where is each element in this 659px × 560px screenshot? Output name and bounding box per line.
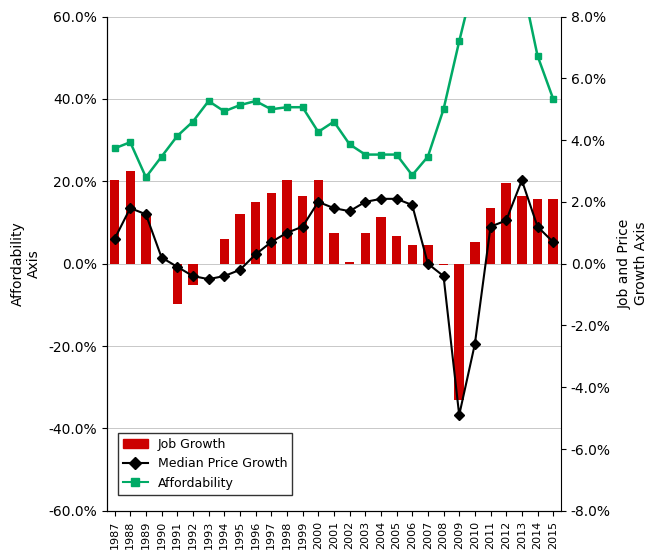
Bar (533, 199, 542, 264)
Bar (423, 245, 432, 264)
Bar (517, 196, 527, 264)
Bar (345, 262, 355, 264)
Bar (501, 183, 511, 264)
Bar (125, 171, 135, 264)
Y-axis label: Job and Price
Growth Axis: Job and Price Growth Axis (617, 218, 648, 309)
Bar (392, 236, 401, 264)
Bar (330, 233, 339, 264)
Bar (439, 264, 448, 265)
Bar (188, 264, 198, 286)
Bar (360, 233, 370, 264)
Bar (266, 193, 276, 264)
Bar (141, 214, 151, 264)
Bar (110, 180, 119, 264)
Bar (298, 196, 307, 264)
Bar (314, 180, 323, 264)
Bar (486, 208, 495, 264)
Bar (282, 180, 291, 264)
Bar (407, 245, 417, 264)
Bar (173, 264, 182, 304)
Legend: Job Growth, Median Price Growth, Affordability: Job Growth, Median Price Growth, Afforda… (117, 433, 292, 494)
Bar (548, 199, 558, 264)
Bar (251, 202, 260, 264)
Bar (219, 239, 229, 264)
Bar (455, 264, 464, 400)
Y-axis label: Affordability
Axis: Affordability Axis (11, 221, 42, 306)
Bar (376, 217, 386, 264)
Bar (235, 214, 244, 264)
Bar (470, 242, 480, 264)
